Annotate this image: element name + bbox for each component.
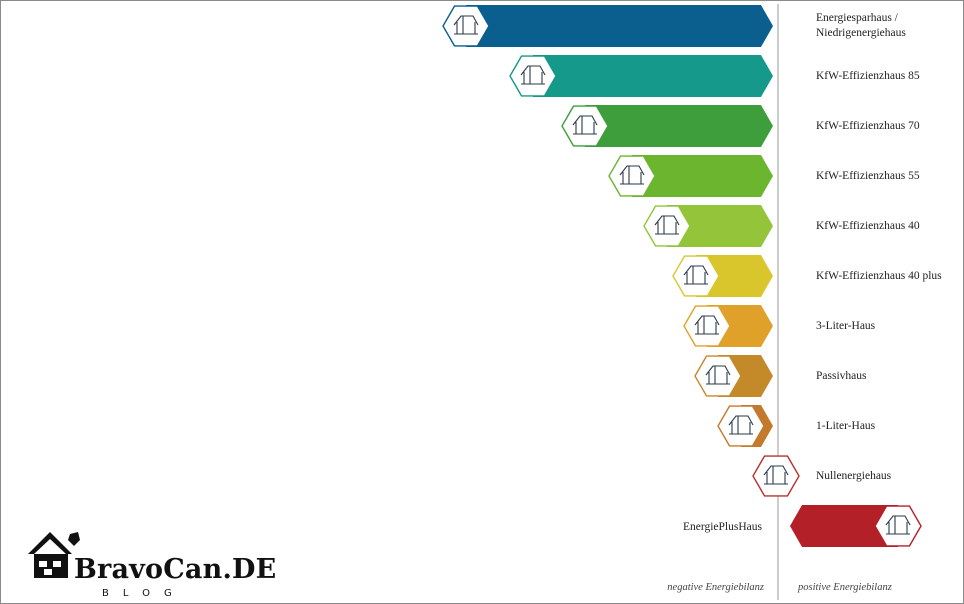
- axis-label-positive: positive Energiebilanz: [798, 582, 892, 593]
- level-row: [561, 105, 773, 147]
- level-label: Energiesparhaus / Niedrigenergiehaus: [816, 11, 906, 41]
- plus-level-row: [790, 505, 922, 547]
- house-icon: [705, 365, 731, 385]
- level-row: [442, 5, 773, 47]
- level-hexagon: [608, 155, 656, 197]
- house-icon: [654, 215, 680, 235]
- level-label-line: KfW-Effizienzhaus 55: [816, 169, 920, 182]
- level-bar: [696, 255, 773, 297]
- level-label: KfW-Effizienzhaus 40: [816, 219, 920, 234]
- level-hexagon: [672, 255, 720, 297]
- house-icon: [728, 415, 754, 435]
- plus-level-label: EnergiePlusHaus: [682, 521, 762, 533]
- level-bar: [667, 205, 773, 247]
- house-icon: [694, 315, 720, 335]
- level-row: [672, 255, 773, 297]
- level-row: [694, 355, 773, 397]
- level-row: [717, 405, 773, 447]
- level-label: KfW-Effizienzhaus 70: [816, 119, 920, 134]
- level-hexagon: [442, 5, 490, 47]
- house-icon: [453, 15, 479, 35]
- bravocan-logo: BravoCan.DE BLOG: [26, 528, 276, 600]
- level-label-line: Passivhaus: [816, 369, 867, 382]
- level-label-line: 3-Liter-Haus: [816, 319, 876, 332]
- level-hexagon: [683, 305, 731, 347]
- house-icon: [683, 265, 709, 285]
- level-label-line: Niedrigenergiehaus: [816, 27, 906, 39]
- level-row: [683, 305, 773, 347]
- level-bar: [632, 155, 773, 197]
- house-icon: [885, 515, 911, 535]
- house-icon: [763, 465, 789, 485]
- house-icon: [520, 65, 546, 85]
- level-bar: [585, 105, 773, 147]
- level-label-line: 1-Liter-Haus: [816, 419, 876, 432]
- level-hexagon: [643, 205, 691, 247]
- level-label-line: Nullenergiehaus: [816, 469, 892, 482]
- level-hexagon: [717, 405, 765, 447]
- level-bar: [466, 5, 773, 47]
- axis-label-negative: negative Energiebilanz: [667, 582, 764, 593]
- level-label: Passivhaus: [816, 369, 866, 384]
- house-icon: [619, 165, 645, 185]
- level-label: Nullenergiehaus: [816, 469, 891, 484]
- level-row: [608, 155, 773, 197]
- level-row: [643, 205, 773, 247]
- level-label: KfW-Effizienzhaus 55: [816, 169, 920, 184]
- level-bar: [533, 55, 773, 97]
- logo-name: BravoCan.DE: [74, 554, 277, 585]
- level-label-line: KfW-Effizienzhaus 70: [816, 119, 920, 132]
- level-label: 1-Liter-Haus: [816, 419, 875, 434]
- level-label: 3-Liter-Haus: [816, 319, 875, 334]
- level-hexagon: [561, 105, 609, 147]
- level-row: [752, 455, 800, 497]
- level-hexagon: [694, 355, 742, 397]
- house-logo-icon: [28, 532, 80, 578]
- plus-level-bar: [790, 505, 898, 547]
- level-label-line: KfW-Effizienzhaus 40: [816, 219, 920, 232]
- house-icon: [572, 115, 598, 135]
- level-hexagon: [752, 455, 800, 497]
- level-label-line: Energiesparhaus /: [816, 12, 898, 24]
- level-label-line: KfW-Effizienzhaus 85: [816, 69, 920, 82]
- level-label: KfW-Effizienzhaus 40 plus: [816, 269, 942, 284]
- level-label-line: KfW-Effizienzhaus 40 plus: [816, 269, 942, 282]
- plus-level-hexagon: [874, 505, 922, 547]
- level-row: [509, 55, 773, 97]
- level-label: KfW-Effizienzhaus 85: [816, 69, 920, 84]
- logo-subtitle: BLOG: [102, 588, 186, 599]
- level-hexagon: [509, 55, 557, 97]
